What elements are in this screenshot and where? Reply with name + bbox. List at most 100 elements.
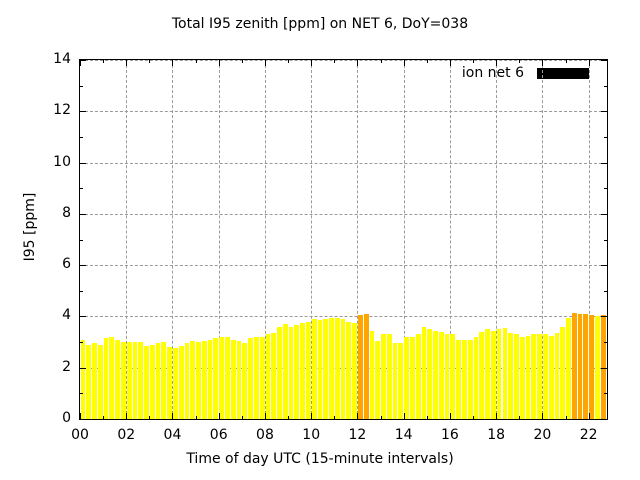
x-tick-mark [449,413,451,419]
bar [479,331,485,419]
bar [444,334,450,419]
y-tick-mark [80,213,86,215]
bar [282,324,288,419]
x-tick-mark [149,416,151,419]
bar [329,317,334,419]
y-tick-mark [604,85,607,87]
bar [294,325,300,419]
bar [560,326,566,419]
bar [386,334,392,419]
bar [173,348,178,419]
bar [213,338,219,419]
y-tick-mark [601,162,607,164]
bar [132,342,138,419]
y-tick-mark [604,290,607,292]
y-tick-mark [601,367,607,369]
bar [467,339,473,419]
bar [363,313,369,419]
x-tick-mark [126,60,128,66]
bar [225,336,230,419]
plot-area: ion net 6 [79,59,608,420]
y-tick-mark [601,419,607,420]
bar [196,342,201,419]
bar [548,335,554,419]
bar [381,334,386,419]
y-tick-mark [604,393,607,395]
y-tick-mark [604,239,607,241]
x-tick-mark [103,416,105,419]
x-tick-mark [357,413,359,419]
x-tick-label: 12 [348,427,367,443]
vertical-gridline [542,60,544,419]
x-tick-label: 02 [117,427,136,443]
bar [456,339,462,419]
x-tick-label: 14 [394,427,413,443]
bar [184,343,190,419]
x-tick-mark [403,413,405,419]
x-tick-mark [264,60,266,66]
x-tick-mark [542,60,544,66]
x-tick-mark [264,413,266,419]
x-tick-label: 18 [487,427,506,443]
y-tick-mark [80,60,86,61]
bar [80,339,86,419]
bar [201,340,207,419]
bar [577,313,583,419]
bar [311,319,317,419]
legend-swatch [537,67,589,79]
y-tick-mark [80,188,83,190]
bar [126,342,132,419]
bar [490,330,496,419]
vertical-gridline [264,60,266,419]
vertical-gridline [172,60,174,419]
x-tick-mark [542,413,544,419]
vertical-gridline [311,60,313,419]
legend: ion net 6 [462,65,589,81]
y-tick-mark [604,342,607,344]
y-tick-mark [601,213,607,215]
vertical-gridline [588,60,590,419]
y-tick-mark [80,290,83,292]
bar [167,347,173,419]
bar [138,342,144,419]
x-tick-mark [288,416,290,419]
x-tick-mark [172,413,174,419]
y-tick-mark [80,111,86,113]
bar [317,320,323,419]
x-tick-mark [241,60,243,63]
y-tick-label: 2 [62,358,71,375]
y-tick-label: 10 [53,153,71,170]
x-tick-mark [80,60,81,66]
horizontal-gridline [80,213,607,215]
bar [508,333,514,419]
bar [404,336,409,419]
bar [253,336,259,419]
x-tick-mark [449,60,451,66]
bar [473,336,479,419]
y-axis-label: I95 [ppm] [22,192,38,262]
bar [375,340,381,419]
bar [86,344,92,419]
y-tick-mark [604,136,607,138]
bar [600,315,606,419]
bar [450,334,456,419]
x-tick-label: 00 [71,427,89,443]
x-tick-mark [311,413,313,419]
bar [155,343,161,419]
x-tick-mark [473,416,475,419]
x-tick-mark [426,416,428,419]
bar [352,322,357,419]
y-tick-mark [80,85,83,87]
bar [149,344,155,419]
x-tick-mark [519,60,521,63]
chart-title: Total I95 zenith [ppm] on NET 6, DoY=038 [171,16,469,32]
bar [115,339,120,419]
x-tick-mark [473,60,475,63]
x-tick-mark [311,60,313,66]
bar [300,322,305,419]
bar [421,326,427,419]
x-tick-mark [426,60,428,63]
bar [358,315,363,419]
bar [537,334,542,419]
x-tick-label: 06 [209,427,228,443]
